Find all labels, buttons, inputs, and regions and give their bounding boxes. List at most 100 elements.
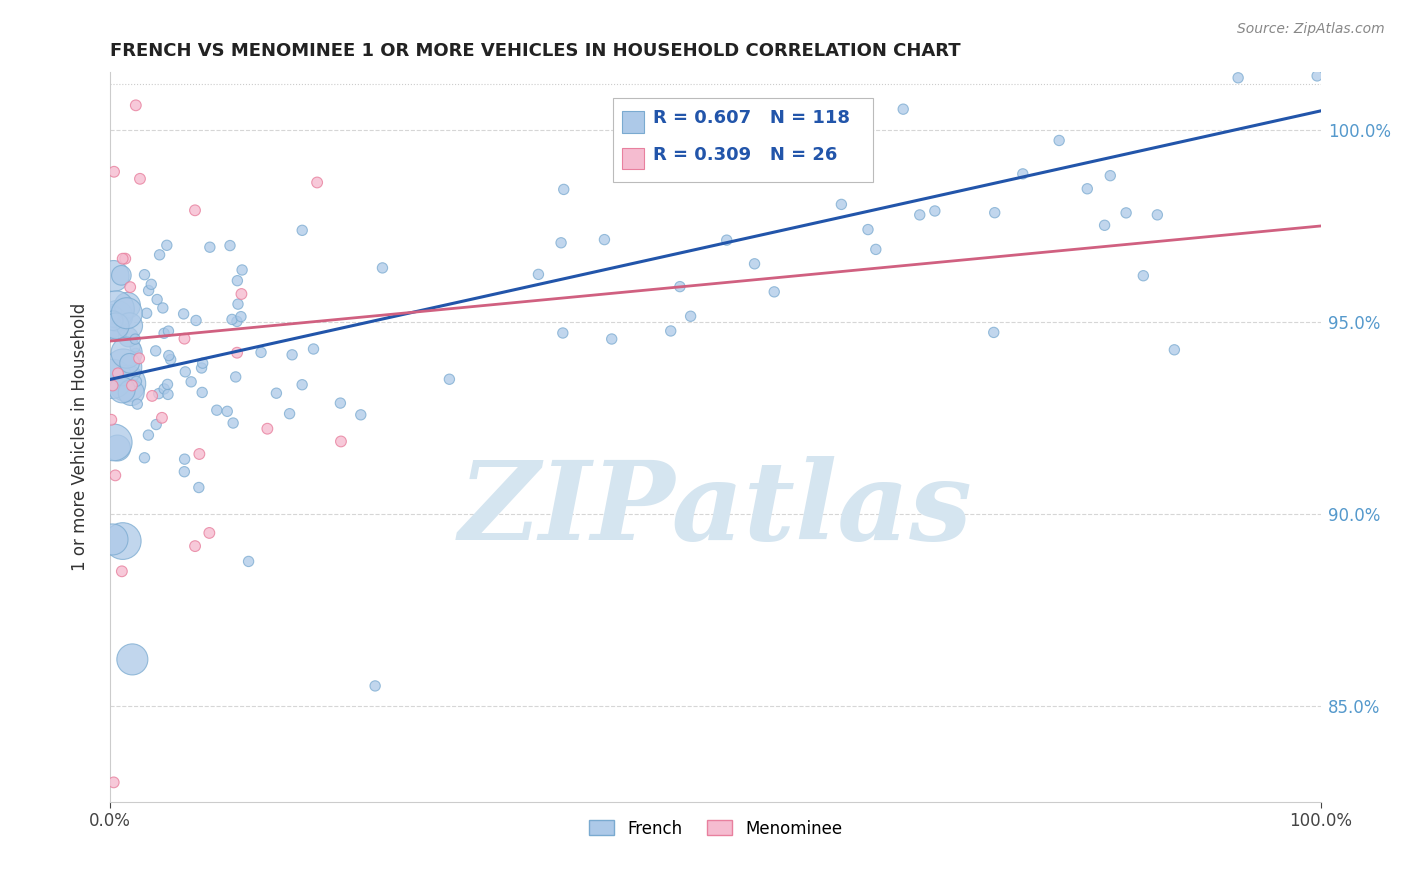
- Point: [191, 385, 214, 400]
- Point: [124, 340, 146, 354]
- Point: [149, 248, 172, 262]
- Point: [716, 233, 738, 247]
- Point: [191, 356, 214, 370]
- Point: [226, 297, 249, 311]
- Point: [114, 252, 136, 266]
- Point: [763, 157, 786, 171]
- Point: [307, 176, 329, 190]
- Point: [744, 257, 766, 271]
- Point: [219, 238, 242, 252]
- Point: [205, 403, 228, 417]
- Point: [115, 306, 138, 320]
- Point: [231, 263, 253, 277]
- Point: [173, 307, 195, 321]
- Point: [118, 356, 141, 370]
- Point: [226, 345, 249, 359]
- Point: [865, 243, 887, 257]
- Text: FRENCH VS MENOMINEE 1 OR MORE VEHICLES IN HOUSEHOLD CORRELATION CHART: FRENCH VS MENOMINEE 1 OR MORE VEHICLES I…: [110, 42, 960, 60]
- Bar: [623, 147, 644, 169]
- Point: [553, 182, 575, 196]
- Point: [229, 310, 252, 324]
- Point: [217, 404, 239, 418]
- Point: [118, 318, 141, 333]
- Point: [1146, 208, 1168, 222]
- Point: [669, 279, 692, 293]
- Point: [225, 370, 247, 384]
- Point: [600, 332, 623, 346]
- Point: [103, 165, 125, 179]
- Point: [198, 240, 221, 254]
- Point: [364, 679, 387, 693]
- Point: [125, 375, 148, 389]
- Text: R = 0.309   N = 26: R = 0.309 N = 26: [652, 145, 837, 164]
- Point: [112, 360, 135, 375]
- Point: [103, 268, 125, 283]
- Point: [120, 385, 142, 400]
- Point: [146, 293, 169, 307]
- Point: [221, 312, 243, 326]
- Point: [291, 377, 314, 392]
- Legend: French, Menominee: French, Menominee: [582, 813, 849, 845]
- Point: [1011, 167, 1033, 181]
- Point: [190, 361, 212, 376]
- Point: [121, 378, 143, 392]
- Point: [103, 775, 125, 789]
- Point: [125, 98, 148, 112]
- Point: [856, 222, 879, 236]
- Point: [104, 302, 127, 317]
- Point: [156, 238, 179, 252]
- Point: [1227, 70, 1250, 85]
- Point: [174, 365, 197, 379]
- Point: [107, 367, 129, 381]
- Point: [266, 386, 288, 401]
- Point: [550, 235, 572, 250]
- Point: [125, 346, 148, 360]
- Point: [111, 564, 134, 578]
- Point: [127, 397, 149, 411]
- Point: [111, 252, 134, 266]
- Point: [141, 389, 163, 403]
- Point: [138, 428, 160, 442]
- Point: [593, 233, 616, 247]
- Point: [105, 325, 128, 339]
- Point: [198, 525, 221, 540]
- Point: [101, 372, 124, 386]
- Point: [256, 422, 278, 436]
- Point: [104, 468, 127, 483]
- Point: [105, 309, 128, 323]
- Point: [278, 407, 301, 421]
- Point: [121, 652, 143, 666]
- Point: [148, 386, 170, 401]
- Point: [983, 205, 1005, 219]
- Point: [188, 447, 211, 461]
- Point: [1163, 343, 1185, 357]
- Point: [117, 330, 139, 344]
- Point: [101, 315, 124, 329]
- Point: [101, 533, 124, 547]
- Point: [157, 349, 180, 363]
- Point: [138, 284, 160, 298]
- Point: [100, 413, 122, 427]
- Point: [830, 197, 852, 211]
- Point: [1094, 219, 1116, 233]
- Point: [187, 481, 209, 495]
- Point: [184, 313, 207, 327]
- Point: [152, 301, 174, 315]
- Point: [105, 318, 128, 333]
- Point: [1076, 182, 1098, 196]
- Point: [153, 382, 176, 396]
- Point: [124, 332, 146, 346]
- Point: [180, 375, 202, 389]
- Point: [231, 287, 253, 301]
- Point: [350, 408, 373, 422]
- Text: R = 0.607   N = 118: R = 0.607 N = 118: [652, 110, 849, 128]
- Point: [101, 307, 124, 321]
- Point: [141, 277, 163, 292]
- Text: Source: ZipAtlas.com: Source: ZipAtlas.com: [1237, 22, 1385, 37]
- Point: [145, 417, 167, 432]
- Point: [156, 377, 179, 392]
- Point: [1132, 268, 1154, 283]
- Point: [1099, 169, 1122, 183]
- Point: [329, 434, 352, 449]
- Point: [101, 314, 124, 328]
